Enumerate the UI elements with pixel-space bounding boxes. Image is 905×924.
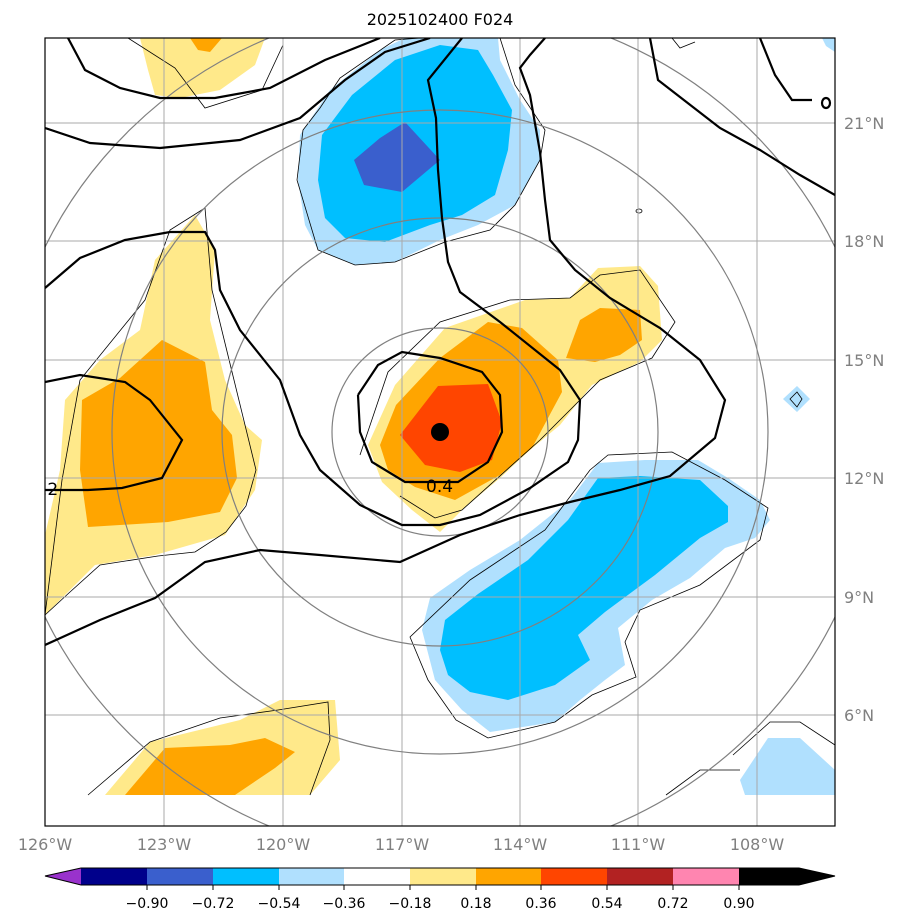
- colorbar-segment: [476, 868, 541, 885]
- colorbar-label: −0.72: [192, 896, 235, 912]
- lat-label-18n: 18°N: [844, 232, 884, 251]
- lat-label-6n: 6°N: [844, 706, 874, 725]
- lon-label-111w: 111°W: [611, 835, 666, 854]
- colorbar-segment: [541, 868, 607, 885]
- longitude-labels: 126°W 123°W 120°W 117°W 114°W 111°W 108°…: [18, 835, 785, 854]
- anomaly-fill-royal-blue-north: [354, 122, 440, 192]
- anomaly-fill-red-center: [400, 384, 502, 472]
- range-rings: [45, 38, 835, 826]
- anomaly-fill-light-blue-small-diamond: [783, 386, 810, 412]
- colorbar-label: −0.18: [389, 896, 432, 912]
- colorbar-segment: [344, 868, 410, 885]
- contour-label-center: 0.4: [426, 477, 453, 497]
- anomaly-fill-orange-top: [190, 38, 222, 52]
- colorbar-segment: [673, 868, 739, 885]
- colorbar-label: 0.72: [657, 896, 688, 912]
- anomaly-fill-orange-east-blob: [566, 308, 642, 362]
- colorbar-label: 0.90: [723, 896, 754, 912]
- height-contours: [45, 38, 835, 647]
- storm-center-marker: [431, 423, 449, 441]
- range-ring-3: [111, 109, 769, 755]
- lat-label-9n: 9°N: [844, 588, 874, 607]
- lon-label-108w: 108°W: [730, 835, 785, 854]
- contour-label-west: .2: [42, 480, 58, 500]
- colorbar-label: 0.18: [460, 896, 491, 912]
- lat-label-21n: 21°N: [844, 114, 884, 133]
- range-ring-1: [331, 327, 549, 537]
- lon-label-126w: 126°W: [18, 835, 73, 854]
- lat-label-12n: 12°N: [844, 469, 884, 488]
- colorbar-segment: [81, 868, 147, 885]
- colorbar-segment: [607, 868, 673, 885]
- anomaly-fill-light-blue-east: [740, 738, 835, 795]
- positive-anomaly-fills: [45, 38, 662, 795]
- colorbar-segment: [410, 868, 476, 885]
- lon-label-123w: 123°W: [137, 835, 192, 854]
- range-ring-2: [221, 217, 659, 647]
- colorbar-label: −0.54: [258, 896, 301, 912]
- colorbar-segment: [739, 868, 799, 885]
- anomaly-fill-light-yellow-top: [140, 38, 265, 98]
- anomaly-fill-orange-west: [80, 340, 237, 527]
- colorbar-labels: −0.90 −0.72 −0.54 −0.36 −0.18 0.18 0.36 …: [126, 885, 755, 912]
- lon-label-114w: 114°W: [493, 835, 548, 854]
- latitude-labels: 21°N 18°N 15°N 12°N 9°N 6°N: [844, 114, 884, 725]
- negative-anomaly-fills: [298, 38, 835, 795]
- map-area: 0.4 .2: [42, 38, 835, 826]
- colorbar-extend-low: [45, 868, 81, 885]
- colorbar-label: 0.36: [525, 896, 556, 912]
- map-title: 2025102400 F024: [366, 10, 514, 29]
- lat-label-15n: 15°N: [844, 351, 884, 370]
- anomaly-fill-light-blue-corner: [822, 38, 835, 52]
- colorbar-segment: [279, 868, 344, 885]
- lon-label-120w: 120°W: [256, 835, 311, 854]
- colorbar-extend-high: [799, 868, 835, 885]
- anomaly-outlines: [45, 38, 835, 796]
- colorbar-segment: [147, 868, 213, 885]
- colorbar-label: 0.54: [591, 896, 622, 912]
- colorbar-label: −0.90: [126, 896, 169, 912]
- colorbar-outline: [44, 867, 836, 886]
- lon-label-117w: 117°W: [375, 835, 430, 854]
- colorbar: −0.90 −0.72 −0.54 −0.36 −0.18 0.18 0.36 …: [44, 867, 836, 912]
- anomaly-fill-blue-southeast: [440, 476, 728, 700]
- colorbar-label: −0.36: [323, 896, 366, 912]
- anomaly-fill-orange-south: [125, 738, 295, 795]
- map-frame: [44, 37, 836, 827]
- colorbar-segment: [213, 868, 279, 885]
- graticule: [45, 38, 835, 826]
